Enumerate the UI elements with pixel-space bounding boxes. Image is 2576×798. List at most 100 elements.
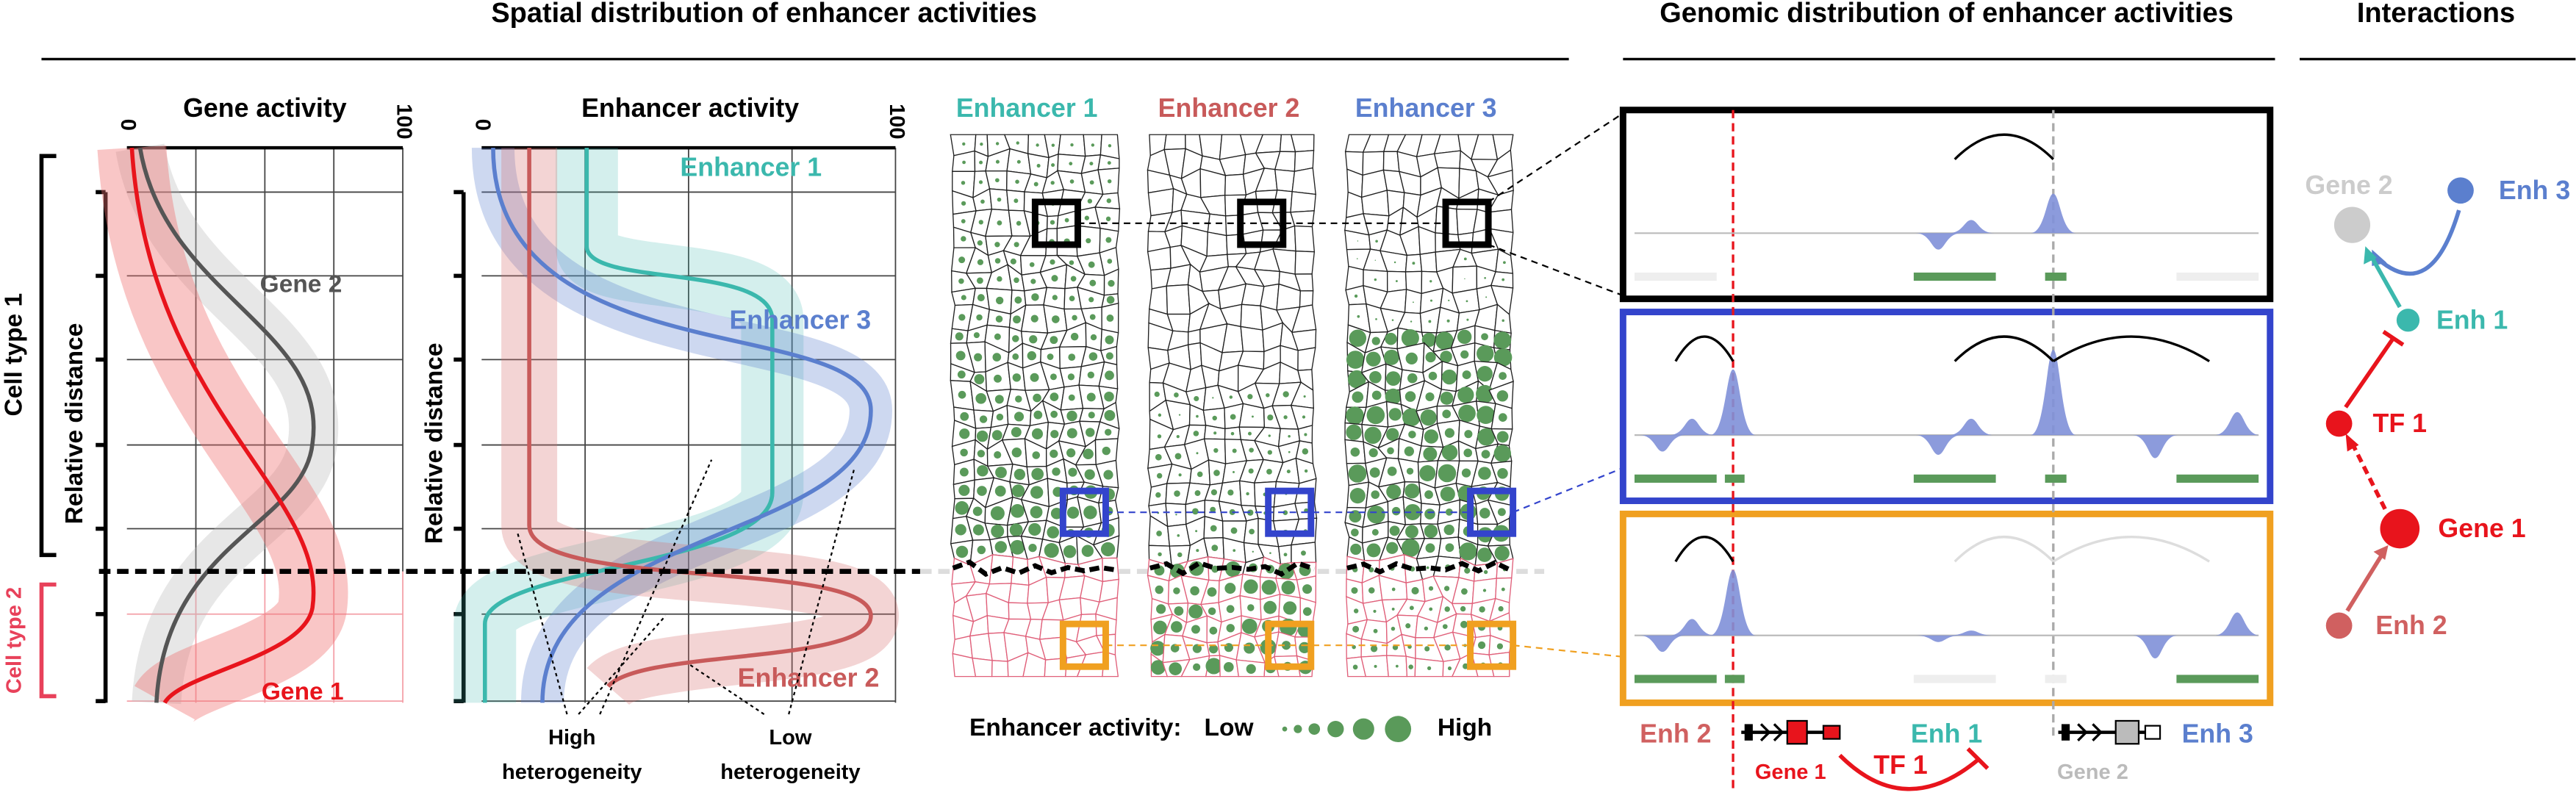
peak bbox=[1639, 435, 1686, 452]
cell-dot bbox=[955, 351, 966, 361]
cell-dot bbox=[1448, 299, 1450, 302]
cell-dot bbox=[1050, 220, 1055, 225]
element-bar bbox=[2176, 675, 2259, 683]
cell-dot bbox=[1493, 445, 1511, 462]
cell-dot bbox=[1063, 544, 1077, 558]
peak bbox=[1668, 418, 1715, 436]
cell-dot bbox=[1248, 431, 1252, 436]
cell-dot bbox=[1457, 329, 1472, 345]
cell-dot bbox=[1501, 587, 1505, 592]
cell-dot bbox=[1375, 318, 1377, 320]
cell-dot bbox=[1374, 664, 1377, 668]
peak bbox=[2214, 411, 2261, 436]
cell-dot bbox=[1464, 430, 1473, 439]
cell-dot bbox=[958, 390, 966, 399]
cell-dot bbox=[1389, 525, 1400, 536]
cell-dot bbox=[1174, 606, 1184, 616]
element-bar bbox=[2045, 272, 2067, 281]
cell-dot bbox=[1244, 642, 1255, 654]
cell-dot bbox=[1440, 486, 1455, 502]
cell-dot bbox=[980, 143, 983, 146]
bracket-label: Cell type 2 bbox=[2, 587, 26, 694]
cell-dot bbox=[1102, 446, 1111, 456]
peak bbox=[2030, 349, 2077, 436]
cell-dot bbox=[1288, 450, 1291, 453]
cell-dot bbox=[1105, 352, 1113, 360]
cell-dot bbox=[1357, 314, 1360, 318]
cell-dot bbox=[1351, 528, 1359, 536]
cell-dot bbox=[1477, 366, 1493, 382]
cell-dot bbox=[1411, 586, 1419, 595]
cell-dot bbox=[1155, 492, 1161, 498]
cell-dot bbox=[1210, 525, 1217, 532]
gene-panel: Gene activity 0 100 Relative distance Ge… bbox=[1, 93, 415, 725]
cell-dot bbox=[1428, 320, 1432, 323]
cell-dot bbox=[1445, 508, 1453, 516]
cell-dot bbox=[1493, 348, 1513, 367]
cell-dot bbox=[1496, 643, 1504, 650]
element-label: Enh 2 bbox=[1640, 719, 1711, 749]
cell bbox=[1187, 342, 1202, 370]
cell-dot bbox=[1424, 524, 1438, 539]
cell-dot bbox=[1088, 411, 1095, 419]
cell-dot bbox=[1190, 586, 1199, 596]
cell-dot bbox=[1030, 506, 1043, 519]
cell-dot bbox=[1155, 453, 1162, 461]
cell-dot bbox=[1105, 237, 1112, 243]
cell-dot bbox=[1089, 162, 1094, 166]
cell-dot bbox=[955, 545, 969, 558]
cell-dot bbox=[1438, 464, 1457, 483]
element-label: Gene 2 bbox=[2057, 761, 2128, 784]
cell-dot bbox=[1205, 658, 1222, 675]
cell-dot bbox=[1010, 258, 1016, 265]
cell-dot bbox=[1194, 395, 1199, 402]
bracket-label: Cell type 1 bbox=[1, 293, 28, 417]
cell-dot bbox=[1371, 337, 1380, 345]
cell-dot bbox=[995, 467, 1007, 478]
cell-dot bbox=[1027, 351, 1037, 361]
element-label: Enh 1 bbox=[1911, 719, 1982, 749]
cell-dot bbox=[1268, 434, 1271, 437]
cell bbox=[1382, 151, 1400, 173]
cell-dot bbox=[1283, 553, 1288, 557]
cell-dot bbox=[1267, 450, 1272, 455]
cell-dot bbox=[1370, 645, 1378, 653]
cell-dot bbox=[1374, 278, 1377, 281]
peak bbox=[1948, 220, 1995, 234]
cell bbox=[972, 657, 993, 677]
cell-dot bbox=[1158, 552, 1162, 557]
cell-dot bbox=[1383, 349, 1399, 365]
cell-dot bbox=[1386, 484, 1402, 500]
cell-dot bbox=[995, 315, 1003, 323]
cell-dot bbox=[1208, 607, 1216, 616]
cell-dot bbox=[974, 353, 983, 362]
cell-dot bbox=[1011, 447, 1022, 458]
element-bar bbox=[1724, 474, 1745, 483]
element-label: Gene 1 bbox=[1755, 761, 1826, 784]
cell bbox=[1206, 231, 1228, 257]
cell-dot bbox=[1444, 606, 1450, 612]
cell-dot bbox=[1481, 333, 1488, 341]
cell-dot bbox=[1070, 332, 1079, 341]
cell-dot bbox=[1013, 277, 1019, 284]
cell-dot bbox=[1033, 410, 1043, 420]
cell-dot bbox=[1033, 393, 1041, 403]
cell-dot bbox=[1246, 664, 1256, 674]
cell-dot bbox=[1302, 415, 1306, 419]
cell-dot bbox=[1091, 143, 1095, 147]
cell-dot bbox=[1387, 467, 1397, 476]
cell-dot bbox=[1171, 621, 1183, 633]
cell-dot bbox=[1304, 469, 1308, 473]
cell-dot bbox=[1263, 600, 1277, 614]
cell-dot bbox=[1364, 426, 1382, 445]
cell-dot bbox=[1385, 388, 1402, 405]
cell-dot bbox=[1440, 351, 1452, 363]
cell-dot bbox=[1155, 585, 1164, 594]
cell-dot bbox=[996, 413, 1004, 421]
cell-dot bbox=[1015, 395, 1022, 403]
cell-dot bbox=[1069, 179, 1074, 184]
cell-dot bbox=[959, 467, 969, 477]
cell-dot bbox=[1107, 259, 1113, 264]
cell-dot bbox=[1302, 607, 1312, 617]
enhancer-panel: Enhancer activity 0 100 Relative distanc… bbox=[421, 93, 908, 784]
